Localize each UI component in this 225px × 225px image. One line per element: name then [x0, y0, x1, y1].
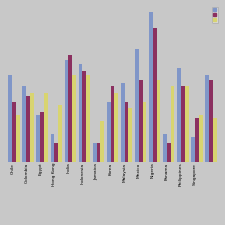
- Bar: [142, 102, 146, 162]
- Bar: [191, 137, 195, 162]
- Bar: [209, 80, 213, 162]
- Bar: [50, 134, 54, 162]
- Bar: [54, 143, 58, 162]
- Bar: [110, 86, 115, 162]
- Bar: [149, 12, 153, 162]
- Bar: [26, 96, 30, 162]
- Bar: [92, 143, 97, 162]
- Bar: [12, 102, 16, 162]
- Bar: [79, 64, 83, 162]
- Bar: [128, 108, 133, 162]
- Bar: [86, 75, 90, 162]
- Bar: [213, 118, 217, 162]
- Bar: [58, 105, 62, 162]
- Bar: [139, 80, 142, 162]
- Bar: [97, 143, 100, 162]
- Bar: [125, 102, 128, 162]
- Bar: [163, 134, 167, 162]
- Bar: [22, 86, 26, 162]
- Bar: [68, 55, 72, 162]
- Bar: [16, 115, 20, 162]
- Bar: [121, 83, 125, 162]
- Legend: , , : , ,: [212, 7, 218, 23]
- Bar: [8, 75, 12, 162]
- Bar: [195, 118, 199, 162]
- Bar: [171, 86, 175, 162]
- Bar: [199, 115, 203, 162]
- Bar: [72, 75, 76, 162]
- Bar: [44, 93, 48, 162]
- Bar: [115, 93, 118, 162]
- Bar: [83, 71, 86, 162]
- Bar: [184, 86, 189, 162]
- Bar: [100, 121, 104, 162]
- Bar: [107, 102, 110, 162]
- Bar: [40, 112, 44, 162]
- Bar: [205, 75, 209, 162]
- Bar: [65, 60, 68, 162]
- Bar: [181, 86, 184, 162]
- Bar: [167, 143, 171, 162]
- Bar: [177, 68, 181, 162]
- Bar: [30, 93, 34, 162]
- Bar: [153, 28, 157, 162]
- Bar: [157, 80, 160, 162]
- Bar: [135, 49, 139, 162]
- Bar: [36, 115, 40, 162]
